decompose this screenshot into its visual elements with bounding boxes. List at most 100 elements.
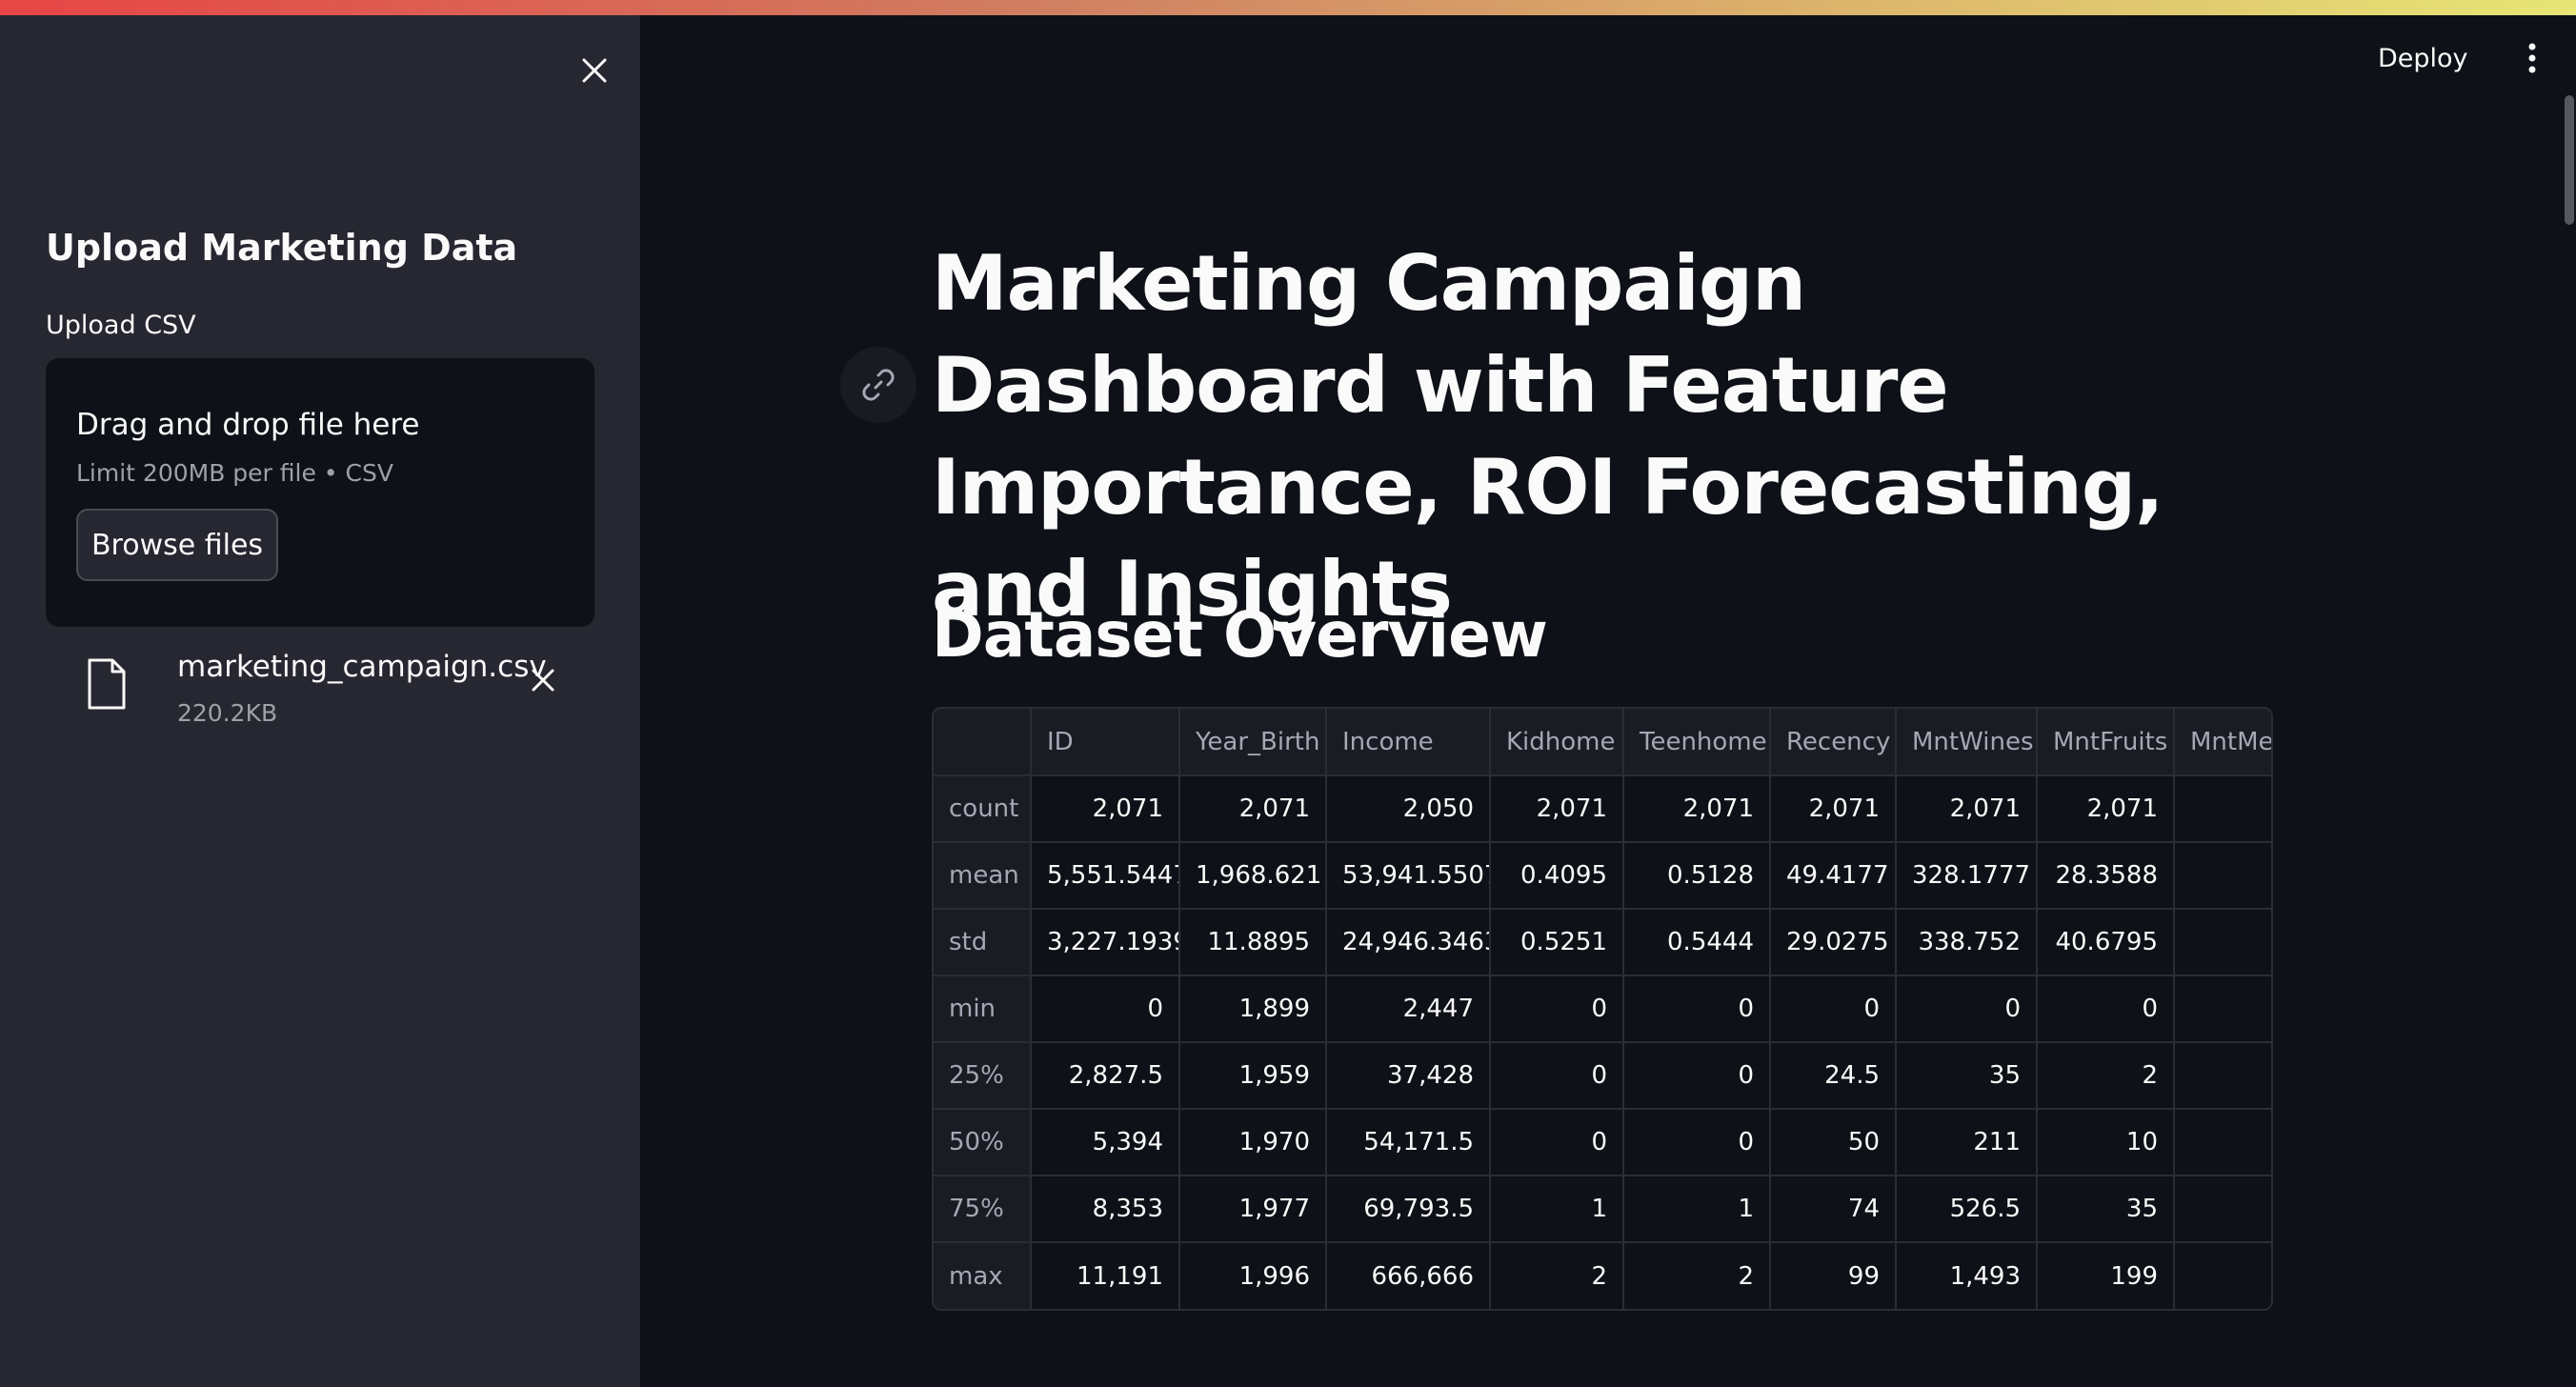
table-cell[interactable]: 5,394 (1031, 1109, 1180, 1176)
table-cell[interactable] (2174, 842, 2271, 910)
table-cell[interactable]: 50 (1770, 1109, 1897, 1176)
table-cell[interactable]: 11.8895 (1179, 909, 1327, 976)
main-menu-button[interactable] (2515, 34, 2549, 82)
table-cell[interactable]: 2,071 (1179, 775, 1327, 843)
browse-files-button[interactable]: Browse files (76, 509, 278, 581)
table-cell[interactable]: 10 (2037, 1109, 2175, 1176)
table-cell[interactable]: 29.0275 (1770, 909, 1897, 976)
table-cell[interactable]: 1,968.621 (1179, 842, 1327, 910)
table-cell[interactable]: 2,071 (2037, 775, 2175, 843)
table-cell[interactable]: 1,959 (1179, 1042, 1327, 1110)
deploy-button[interactable]: Deploy (2378, 43, 2468, 73)
table-cell[interactable]: 1,899 (1179, 975, 1327, 1043)
table-cell[interactable]: 666,666 (1326, 1242, 1491, 1309)
table-cell[interactable]: 0 (1896, 975, 2038, 1043)
table-cell[interactable]: 0 (2037, 975, 2175, 1043)
row-label[interactable]: 25% (934, 1042, 1032, 1110)
table-cell[interactable]: 54,171.5 (1326, 1109, 1491, 1176)
row-label[interactable]: 75% (934, 1176, 1032, 1243)
row-label[interactable]: 50% (934, 1109, 1032, 1176)
table-cell[interactable]: 99 (1770, 1242, 1897, 1309)
column-header[interactable]: Kidhome (1490, 709, 1624, 776)
table-cell[interactable] (2174, 775, 2271, 843)
table-cell[interactable]: 2,071 (1031, 775, 1180, 843)
table-cell[interactable]: 24.5 (1770, 1042, 1897, 1110)
table-cell[interactable]: 35 (1896, 1042, 2038, 1110)
row-label[interactable]: count (934, 775, 1032, 843)
row-label[interactable]: min (934, 975, 1032, 1043)
table-cell[interactable]: 0.5128 (1623, 842, 1771, 910)
table-cell[interactable]: 8,353 (1031, 1176, 1180, 1243)
table-cell[interactable]: 74 (1770, 1176, 1897, 1243)
close-sidebar-button[interactable] (570, 46, 619, 95)
table-cell[interactable]: 49.4177 (1770, 842, 1897, 910)
column-header[interactable]: Income (1326, 709, 1491, 776)
column-header[interactable]: MntWines (1896, 709, 2038, 776)
header-anchor-link[interactable] (840, 347, 916, 423)
table-cell[interactable] (2174, 1176, 2271, 1243)
table-cell[interactable]: 2,071 (1623, 775, 1771, 843)
table-cell[interactable]: 69,793.5 (1326, 1176, 1491, 1243)
table-cell[interactable]: 0 (1623, 1109, 1771, 1176)
column-header-index[interactable] (934, 709, 1032, 776)
table-cell[interactable]: 2,050 (1326, 775, 1491, 843)
file-dropzone[interactable]: Drag and drop file here Limit 200MB per … (46, 358, 594, 627)
table-cell[interactable]: 0 (1623, 975, 1771, 1043)
column-header[interactable]: Teenhome (1623, 709, 1771, 776)
table-cell[interactable]: 0 (1770, 975, 1897, 1043)
table-cell[interactable]: 35 (2037, 1176, 2175, 1243)
table-cell[interactable]: 338.752 (1896, 909, 2038, 976)
table-cell[interactable]: 1,977 (1179, 1176, 1327, 1243)
column-header[interactable]: ID (1031, 709, 1180, 776)
table-cell[interactable]: 211 (1896, 1109, 2038, 1176)
table-cell[interactable] (2174, 909, 2271, 976)
column-header[interactable]: Recency (1770, 709, 1897, 776)
table-cell[interactable]: 2 (1623, 1242, 1771, 1309)
row-label[interactable]: std (934, 909, 1032, 976)
column-header[interactable]: MntMeatProducts (2174, 709, 2271, 776)
table-cell[interactable]: 328.1777 (1896, 842, 2038, 910)
row-label[interactable]: max (934, 1242, 1032, 1309)
table-cell[interactable] (2174, 1242, 2271, 1309)
table-cell[interactable]: 11,191 (1031, 1242, 1180, 1309)
table-cell[interactable]: 199 (2037, 1242, 2175, 1309)
table-cell[interactable]: 3,227.1939 (1031, 909, 1180, 976)
table-cell[interactable]: 5,551.5447 (1031, 842, 1180, 910)
table-cell[interactable]: 1,970 (1179, 1109, 1327, 1176)
table-cell[interactable]: 1,996 (1179, 1242, 1327, 1309)
table-cell[interactable]: 2,447 (1326, 975, 1491, 1043)
table-cell[interactable] (2174, 1109, 2271, 1176)
table-cell[interactable] (2174, 975, 2271, 1043)
table-cell[interactable]: 2,071 (1490, 775, 1624, 843)
dataset-overview-table[interactable]: ID Year_Birth Income Kidhome Teenhome Recency… (932, 707, 2273, 1311)
column-header[interactable]: MntFruits (2037, 709, 2175, 776)
table-cell[interactable]: 1 (1623, 1176, 1771, 1243)
table-cell[interactable]: 1 (1490, 1176, 1624, 1243)
table-cell[interactable]: 0 (1031, 975, 1180, 1043)
table-cell[interactable]: 40.6795 (2037, 909, 2175, 976)
table-cell[interactable]: 0 (1490, 1109, 1624, 1176)
table-cell[interactable]: 2,827.5 (1031, 1042, 1180, 1110)
table-cell[interactable]: 53,941.5507 (1326, 842, 1491, 910)
table-cell[interactable]: 2,071 (1770, 775, 1897, 843)
table-cell[interactable]: 0 (1490, 975, 1624, 1043)
table-cell[interactable]: 28.3588 (2037, 842, 2175, 910)
table-cell[interactable]: 0 (1490, 1042, 1624, 1110)
scrollbar[interactable] (2565, 95, 2574, 225)
table-cell[interactable]: 526.5 (1896, 1176, 2038, 1243)
table-cell[interactable]: 1,493 (1896, 1242, 2038, 1309)
table-cell[interactable]: 0.5251 (1490, 909, 1624, 976)
table-cell[interactable]: 0.5444 (1623, 909, 1771, 976)
table-cell[interactable]: 2 (1490, 1242, 1624, 1309)
table-cell[interactable]: 2 (2037, 1042, 2175, 1110)
table-cell[interactable] (2174, 1042, 2271, 1110)
table-cell[interactable]: 2,071 (1896, 775, 2038, 843)
table-cell[interactable]: 0 (1623, 1042, 1771, 1110)
table-cell[interactable]: 24,946.3463 (1326, 909, 1491, 976)
table-row: mean 5,551.5447 1,968.621 53,941.5507 0.4095… (934, 842, 2271, 910)
table-cell[interactable]: 0.4095 (1490, 842, 1624, 910)
row-label[interactable]: mean (934, 842, 1032, 910)
remove-file-button[interactable] (522, 659, 564, 701)
table-cell[interactable]: 37,428 (1326, 1042, 1491, 1110)
column-header[interactable]: Year_Birth (1179, 709, 1327, 776)
